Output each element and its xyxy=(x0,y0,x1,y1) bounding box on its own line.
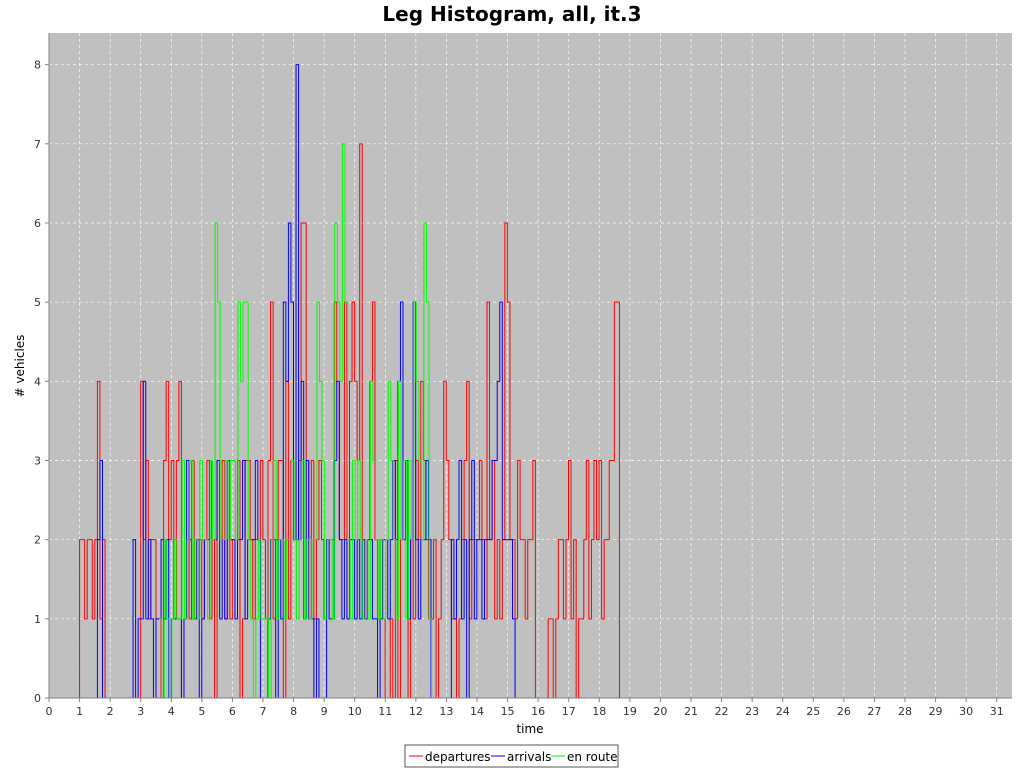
chart-title: Leg Histogram, all, it.3 xyxy=(382,2,641,26)
legend-label: arrivals xyxy=(507,750,551,764)
plot-area xyxy=(49,33,1012,698)
x-tick-label: 13 xyxy=(439,705,453,718)
x-tick-label: 19 xyxy=(623,705,637,718)
y-tick-label: 4 xyxy=(34,375,41,388)
y-axis-ticks: 0 1 2 3 4 5 6 7 8 xyxy=(34,59,49,705)
y-axis-label: # vehicles xyxy=(13,335,27,398)
x-tick-label: 4 xyxy=(168,705,175,718)
x-tick-label: 3 xyxy=(137,705,144,718)
x-axis-label: time xyxy=(516,722,543,736)
x-tick-label: 20 xyxy=(653,705,667,718)
legend: departures arrivals en route xyxy=(404,744,619,768)
x-tick-label: 16 xyxy=(531,705,545,718)
x-tick-label: 1 xyxy=(76,705,83,718)
y-tick-label: 5 xyxy=(34,296,41,309)
x-tick-label: 2 xyxy=(107,705,114,718)
x-tick-label: 21 xyxy=(684,705,698,718)
x-tick-label: 23 xyxy=(745,705,759,718)
x-tick-label: 31 xyxy=(990,705,1004,718)
legend-item-en-route: en route xyxy=(551,750,618,764)
legend-item-departures: departures xyxy=(409,750,491,764)
y-tick-label: 2 xyxy=(34,534,41,547)
y-tick-label: 1 xyxy=(34,613,41,626)
legend-item-arrivals: arrivals xyxy=(491,750,551,764)
x-tick-label: 18 xyxy=(592,705,606,718)
y-tick-label: 6 xyxy=(34,217,41,230)
x-tick-label: 5 xyxy=(198,705,205,718)
x-tick-label: 22 xyxy=(715,705,729,718)
x-tick-label: 25 xyxy=(806,705,820,718)
x-tick-label: 28 xyxy=(898,705,912,718)
x-tick-label: 30 xyxy=(959,705,973,718)
x-axis-ticks: 0 1 2 3 4 5 6 7 8 9 10 11 12 13 14 15 16 17 18 19 20 21 22 23 24… xyxy=(46,698,1004,718)
x-tick-label: 12 xyxy=(409,705,423,718)
x-tick-label: 17 xyxy=(562,705,576,718)
y-tick-label: 3 xyxy=(34,455,41,468)
x-tick-label: 27 xyxy=(867,705,881,718)
x-tick-label: 24 xyxy=(776,705,790,718)
x-tick-label: 15 xyxy=(501,705,515,718)
legend-label: en route xyxy=(567,750,618,764)
x-tick-label: 10 xyxy=(348,705,362,718)
x-tick-label: 0 xyxy=(46,705,53,718)
x-tick-label: 14 xyxy=(470,705,484,718)
x-tick-label: 7 xyxy=(260,705,267,718)
x-tick-label: 29 xyxy=(929,705,943,718)
y-tick-label: 7 xyxy=(34,138,41,151)
x-tick-label: 9 xyxy=(321,705,328,718)
y-tick-label: 8 xyxy=(34,59,41,72)
x-tick-label: 6 xyxy=(229,705,236,718)
x-tick-label: 11 xyxy=(378,705,392,718)
x-tick-label: 8 xyxy=(290,705,297,718)
legend-box xyxy=(404,744,619,768)
legend-label: departures xyxy=(425,750,491,764)
x-tick-label: 26 xyxy=(837,705,851,718)
y-tick-label: 0 xyxy=(34,692,41,705)
